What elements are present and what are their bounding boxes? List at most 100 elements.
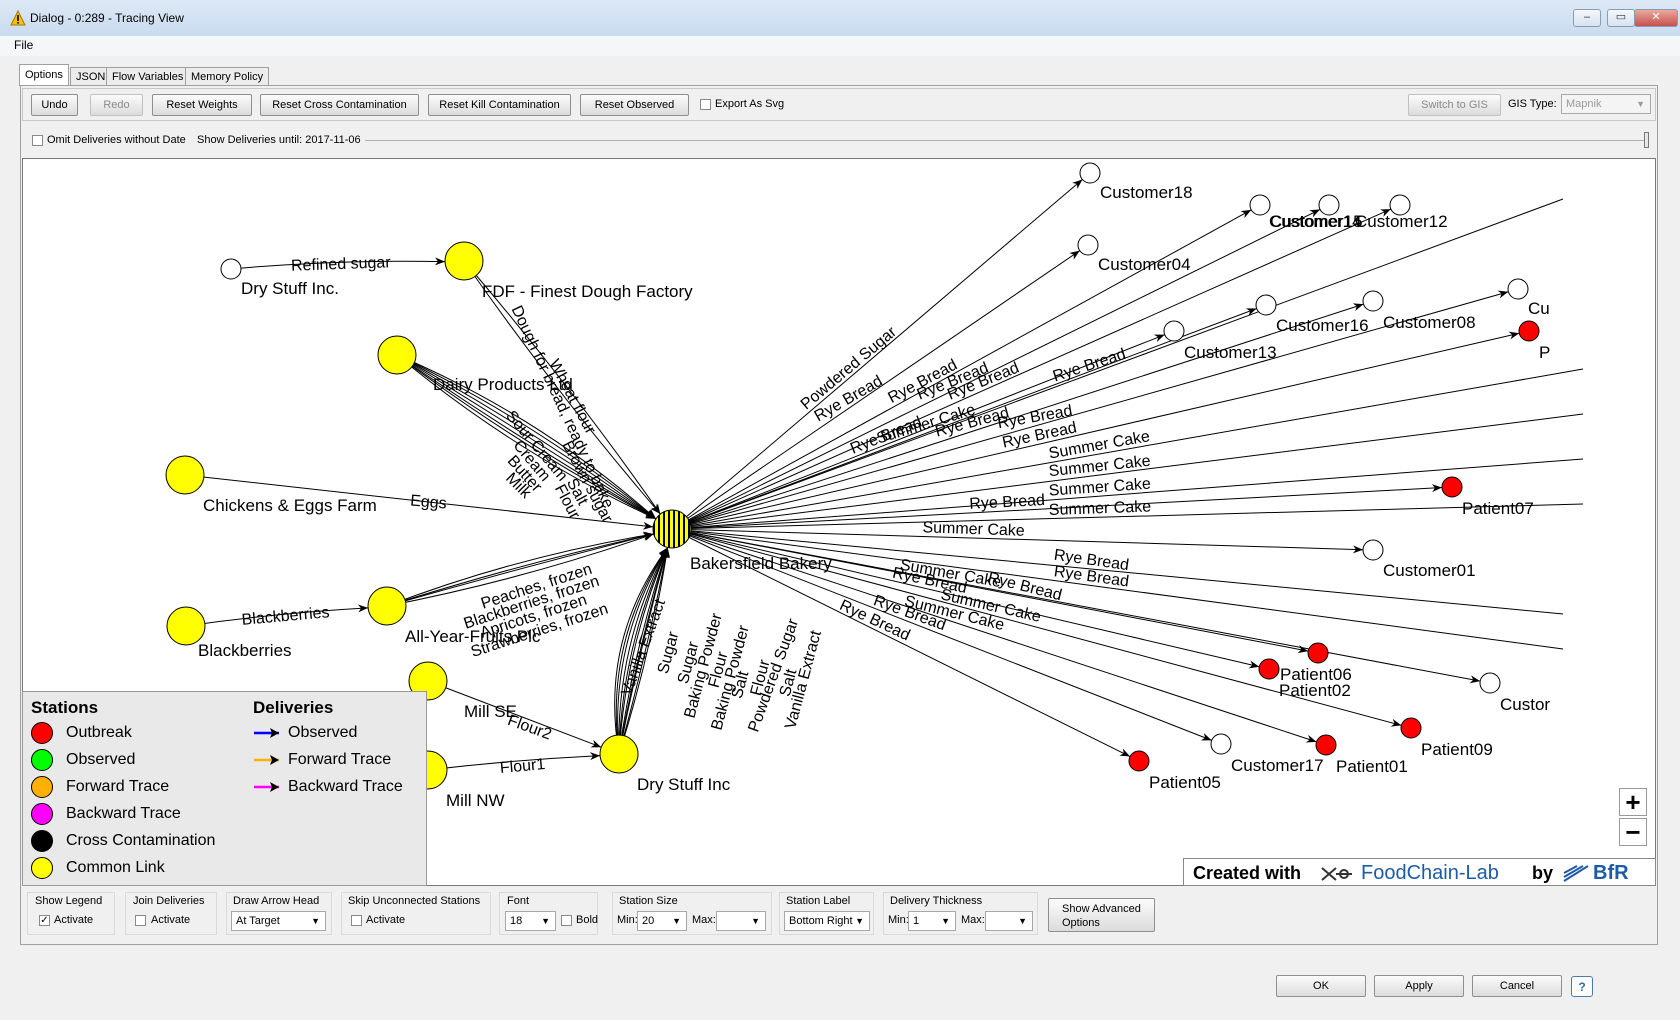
graph-svg[interactable]: Refined sugarEggsBlackberriesFlour2Flour…	[23, 159, 1656, 886]
delivery-edge[interactable]	[671, 368, 1584, 530]
station-node[interactable]	[652, 509, 692, 549]
maximize-button[interactable]: ▭	[1607, 9, 1635, 27]
delivery-edge[interactable]	[671, 528, 1564, 615]
station-node[interactable]	[408, 661, 448, 701]
export-svg-checkbox[interactable]	[700, 99, 711, 110]
delivery-edge[interactable]	[618, 547, 669, 755]
ok-button[interactable]: OK	[1276, 975, 1366, 997]
delivery-edge[interactable]	[671, 291, 1509, 530]
delivery-edge[interactable]	[671, 528, 1364, 551]
delivery-edge[interactable]	[386, 533, 654, 607]
date-slider-handle[interactable]	[1644, 132, 1649, 148]
delivery-edge[interactable]	[671, 528, 1481, 682]
delivery-edge[interactable]	[184, 474, 654, 528]
delivery-edge[interactable]	[396, 354, 657, 520]
station-node[interactable]	[1518, 320, 1540, 342]
delivery-edge[interactable]	[617, 547, 669, 755]
minimize-button[interactable]: –	[1573, 9, 1601, 27]
zoom-in-button[interactable]: +	[1619, 788, 1647, 816]
station-node[interactable]	[1079, 162, 1101, 184]
delivery-edge[interactable]	[671, 250, 1081, 530]
station-node[interactable]	[1255, 294, 1277, 316]
delivery-edge[interactable]	[618, 547, 669, 755]
station-node[interactable]	[1163, 320, 1185, 342]
station-node[interactable]	[1128, 750, 1150, 772]
delivery-edge[interactable]	[185, 607, 369, 627]
delivery-edge[interactable]	[230, 260, 446, 270]
reset-observed-button[interactable]: Reset Observed	[580, 94, 689, 116]
station-node[interactable]	[1318, 194, 1340, 216]
station-node[interactable]	[1315, 734, 1337, 756]
delivery-edge[interactable]	[671, 503, 1584, 530]
delivery-thickness-max-select[interactable]: ▼	[985, 911, 1033, 931]
delivery-edge[interactable]	[671, 198, 1564, 530]
delivery-edge[interactable]	[671, 487, 1443, 530]
delivery-edge[interactable]	[618, 547, 669, 755]
tab-flow-variables[interactable]: Flow Variables	[106, 67, 190, 85]
delivery-edge[interactable]	[396, 354, 657, 520]
reset-kill-contamination-button[interactable]: Reset Kill Contamination	[428, 94, 571, 116]
delivery-edge[interactable]	[618, 547, 669, 755]
menu-file[interactable]: File	[14, 38, 34, 52]
delivery-edge[interactable]	[671, 334, 1165, 530]
delivery-edge[interactable]	[671, 209, 1252, 530]
tab-options[interactable]: Options	[19, 64, 69, 86]
station-node[interactable]	[1210, 733, 1232, 755]
omit-deliveries-checkbox[interactable]	[32, 135, 43, 146]
delivery-edge[interactable]	[671, 458, 1584, 530]
station-size-max-select[interactable]: ▼	[716, 911, 766, 931]
delivery-edge[interactable]	[618, 547, 669, 755]
skip-unconnected-checkbox[interactable]	[351, 915, 362, 926]
switch-to-gis-button[interactable]: Switch to GIS	[1408, 94, 1501, 116]
delivery-edge[interactable]	[396, 354, 657, 520]
delivery-edge[interactable]	[396, 354, 657, 520]
delivery-edge[interactable]	[427, 680, 602, 748]
delivery-edge[interactable]	[396, 354, 657, 520]
delivery-edge[interactable]	[618, 547, 669, 755]
delivery-edge[interactable]	[671, 528, 1564, 650]
station-node[interactable]	[444, 241, 484, 281]
font-size-select[interactable]: 18 ▼	[505, 911, 556, 931]
tab-json[interactable]: JSON	[70, 67, 112, 85]
delivery-edge[interactable]	[396, 354, 657, 520]
delivery-thickness-min-select[interactable]: 1 ▼	[908, 911, 956, 931]
delivery-edge[interactable]	[386, 533, 654, 607]
station-node[interactable]	[220, 258, 242, 280]
station-node[interactable]	[1258, 658, 1280, 680]
reset-cross-contamination-button[interactable]: Reset Cross Contamination	[260, 94, 419, 116]
font-bold-checkbox[interactable]	[561, 915, 572, 926]
station-node[interactable]	[1479, 672, 1501, 694]
apply-button[interactable]: Apply	[1374, 975, 1464, 997]
station-node[interactable]	[165, 455, 205, 495]
gis-type-select[interactable]: Mapnik ▼	[1561, 94, 1651, 114]
delivery-edge[interactable]	[671, 179, 1083, 530]
station-node[interactable]	[599, 734, 639, 774]
help-button[interactable]: ?	[1571, 976, 1593, 997]
delivery-edge[interactable]	[618, 547, 669, 755]
station-node[interactable]	[1307, 642, 1329, 664]
delivery-edge[interactable]	[615, 547, 669, 755]
delivery-edge[interactable]	[671, 528, 1402, 726]
show-legend-checkbox[interactable]: ✓	[39, 915, 50, 926]
close-button[interactable]: ✕	[1634, 9, 1678, 27]
zoom-out-button[interactable]: −	[1619, 818, 1647, 846]
delivery-edge[interactable]	[671, 528, 1317, 743]
station-label-select[interactable]: Bottom Right ▼	[784, 911, 870, 931]
station-node[interactable]	[1507, 278, 1529, 300]
delivery-edge[interactable]	[386, 533, 654, 607]
delivery-edge[interactable]	[671, 413, 1584, 530]
delivery-edge[interactable]	[671, 303, 1364, 530]
station-node[interactable]	[367, 586, 407, 626]
delivery-edge[interactable]	[671, 528, 1212, 741]
undo-button[interactable]: Undo	[31, 94, 78, 116]
delivery-edge[interactable]	[671, 208, 1392, 530]
station-node[interactable]	[1362, 539, 1384, 561]
delivery-edge[interactable]	[463, 260, 661, 515]
station-node[interactable]	[1400, 717, 1422, 739]
station-node[interactable]	[1362, 290, 1384, 312]
delivery-edge[interactable]	[386, 533, 654, 607]
delivery-edge[interactable]	[671, 208, 1321, 530]
delivery-edge[interactable]	[427, 755, 601, 771]
station-node[interactable]	[1249, 194, 1271, 216]
delivery-edge[interactable]	[671, 528, 1131, 757]
